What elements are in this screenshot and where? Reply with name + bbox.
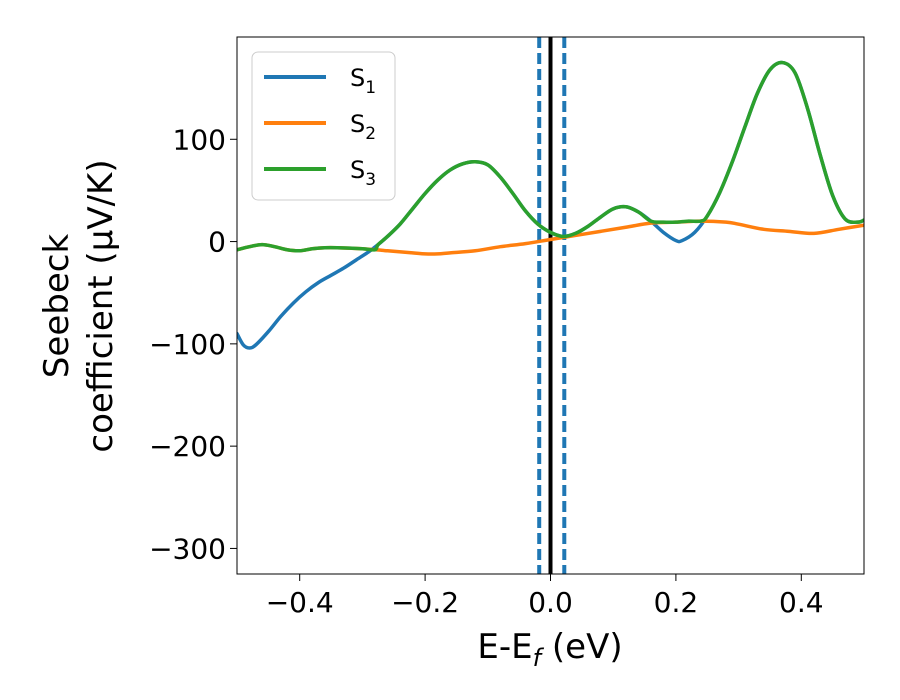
y-tick-label: −300	[149, 532, 226, 565]
y-axis-title-line2: coefficient (μV/K)	[81, 159, 121, 452]
legend-box	[251, 51, 396, 201]
y-tick-label: −100	[149, 328, 226, 361]
x-axis-ticks: −0.4 −0.2 0.0 0.2 0.4	[266, 574, 824, 619]
y-axis-title-line1: Seebeck	[37, 234, 77, 379]
legend-label-s1: S1	[350, 64, 376, 98]
x-tick-label: −0.2	[391, 586, 459, 619]
legend-label-s2: S2	[350, 110, 376, 144]
y-tick-label: 100	[173, 123, 226, 156]
y-tick-label: −200	[149, 430, 226, 463]
reference-lines	[537, 37, 567, 574]
x-axis-title: E-Ef (eV)	[477, 627, 622, 672]
x-tick-label: 0.2	[654, 586, 699, 619]
series-lines	[237, 60, 864, 350]
legend: S1 S2 S3	[251, 51, 396, 201]
x-tick-label: 0.4	[779, 586, 824, 619]
x-tick-label: −0.4	[266, 586, 334, 619]
y-tick-label: 0	[208, 226, 226, 259]
y-axis-ticks: 100 0 −100 −200 −300	[149, 123, 237, 565]
series-line-s3	[237, 60, 864, 253]
x-tick-label: 0.0	[528, 586, 573, 619]
legend-label-s3: S3	[350, 156, 376, 190]
